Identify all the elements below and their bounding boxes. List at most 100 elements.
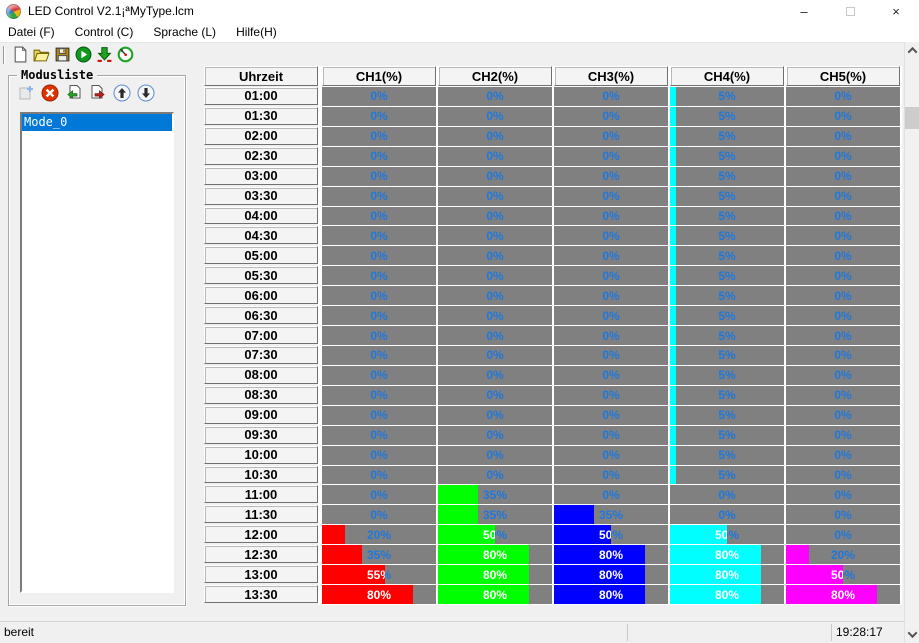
- channel-cell[interactable]: 0% 0%: [554, 226, 668, 246]
- channel-cell[interactable]: 0% 0%: [554, 465, 668, 485]
- channel-cell[interactable]: 5% 5%: [670, 126, 784, 146]
- channel-cell[interactable]: 0% 0%: [438, 306, 552, 326]
- channel-cell[interactable]: 0% 0%: [322, 87, 436, 106]
- mode-list[interactable]: Mode_0: [20, 112, 174, 593]
- channel-cell[interactable]: 80% 80%: [438, 565, 552, 585]
- channel-cell[interactable]: 0% 0%: [322, 106, 436, 126]
- channel-cell[interactable]: 35% 35%: [322, 545, 436, 565]
- channel-cell[interactable]: 0% 0%: [786, 525, 900, 545]
- channel-cell[interactable]: 0% 0%: [554, 146, 668, 166]
- channel-cell[interactable]: 0% 0%: [670, 505, 784, 525]
- channel-cell[interactable]: 5% 5%: [670, 286, 784, 306]
- channel-cell[interactable]: 0% 0%: [786, 365, 900, 385]
- channel-cell[interactable]: 5% 5%: [670, 206, 784, 226]
- channel-cell[interactable]: 0% 0%: [438, 106, 552, 126]
- channel-cell[interactable]: 0% 0%: [554, 206, 668, 226]
- channel-cell[interactable]: 0% 0%: [438, 385, 552, 405]
- channel-cell[interactable]: 0% 0%: [438, 186, 552, 206]
- channel-cell[interactable]: 0% 0%: [786, 345, 900, 365]
- menu-control[interactable]: Control (C): [74, 25, 134, 39]
- channel-cell[interactable]: 50% 50%: [554, 525, 668, 545]
- channel-cell[interactable]: 0% 0%: [322, 226, 436, 246]
- channel-cell[interactable]: 0% 0%: [322, 365, 436, 385]
- import-mode-button[interactable]: [65, 84, 83, 102]
- channel-cell[interactable]: 0% 0%: [322, 385, 436, 405]
- channel-cell[interactable]: 0% 0%: [438, 445, 552, 465]
- channel-cell[interactable]: 5% 5%: [670, 266, 784, 286]
- channel-cell[interactable]: 0% 0%: [438, 87, 552, 106]
- channel-cell[interactable]: 0% 0%: [554, 326, 668, 345]
- export-mode-button[interactable]: [89, 84, 107, 102]
- channel-cell[interactable]: 5% 5%: [670, 246, 784, 266]
- channel-cell[interactable]: 50% 50%: [438, 525, 552, 545]
- channel-cell[interactable]: 0% 0%: [322, 345, 436, 365]
- channel-cell[interactable]: 0% 0%: [786, 465, 900, 485]
- channel-cell[interactable]: 0% 0%: [786, 126, 900, 146]
- channel-cell[interactable]: 0% 0%: [786, 246, 900, 266]
- channel-cell[interactable]: 80% 80%: [786, 585, 900, 604]
- channel-cell[interactable]: 0% 0%: [554, 485, 668, 505]
- channel-cell[interactable]: 0% 0%: [322, 505, 436, 525]
- channel-cell[interactable]: 35% 35%: [438, 505, 552, 525]
- channel-cell[interactable]: 5% 5%: [670, 146, 784, 166]
- channel-cell[interactable]: 5% 5%: [670, 385, 784, 405]
- channel-cell[interactable]: 0% 0%: [438, 266, 552, 286]
- channel-cell[interactable]: 0% 0%: [322, 425, 436, 445]
- channel-cell[interactable]: 35% 35%: [438, 485, 552, 505]
- channel-cell[interactable]: 5% 5%: [670, 345, 784, 365]
- new-file-button[interactable]: [10, 45, 31, 65]
- channel-cell[interactable]: 0% 0%: [786, 206, 900, 226]
- channel-cell[interactable]: 0% 0%: [786, 166, 900, 186]
- save-file-button[interactable]: [52, 45, 73, 65]
- menu-sprache[interactable]: Sprache (L): [153, 25, 217, 39]
- channel-cell[interactable]: 0% 0%: [786, 385, 900, 405]
- channel-cell[interactable]: 80% 80%: [438, 545, 552, 565]
- channel-cell[interactable]: 0% 0%: [554, 266, 668, 286]
- channel-cell[interactable]: 80% 80%: [554, 585, 668, 604]
- channel-cell[interactable]: 0% 0%: [322, 405, 436, 425]
- channel-cell[interactable]: 0% 0%: [438, 326, 552, 345]
- channel-cell[interactable]: 0% 0%: [786, 485, 900, 505]
- channel-cell[interactable]: 0% 0%: [554, 385, 668, 405]
- channel-cell[interactable]: 55% 55%: [322, 565, 436, 585]
- channel-cell[interactable]: 0% 0%: [322, 146, 436, 166]
- channel-cell[interactable]: 0% 0%: [322, 465, 436, 485]
- channel-cell[interactable]: 0% 0%: [438, 146, 552, 166]
- channel-cell[interactable]: 0% 0%: [786, 146, 900, 166]
- channel-cell[interactable]: 0% 0%: [438, 206, 552, 226]
- channel-cell[interactable]: 0% 0%: [786, 106, 900, 126]
- vertical-scrollbar[interactable]: [904, 42, 919, 643]
- delete-mode-button[interactable]: [41, 84, 59, 102]
- channel-cell[interactable]: 0% 0%: [786, 505, 900, 525]
- channel-cell[interactable]: 20% 20%: [786, 545, 900, 565]
- channel-cell[interactable]: 0% 0%: [554, 345, 668, 365]
- scroll-up-button[interactable]: [905, 42, 919, 59]
- channel-cell[interactable]: 5% 5%: [670, 226, 784, 246]
- channel-cell[interactable]: 0% 0%: [322, 186, 436, 206]
- channel-cell[interactable]: 0% 0%: [438, 286, 552, 306]
- channel-cell[interactable]: 0% 0%: [322, 326, 436, 345]
- channel-cell[interactable]: 80% 80%: [554, 545, 668, 565]
- channel-cell[interactable]: 80% 80%: [670, 545, 784, 565]
- channel-cell[interactable]: 0% 0%: [554, 106, 668, 126]
- move-up-button[interactable]: [113, 84, 131, 102]
- channel-cell[interactable]: 80% 80%: [554, 565, 668, 585]
- add-mode-button[interactable]: [17, 84, 35, 102]
- channel-cell[interactable]: 0% 0%: [322, 246, 436, 266]
- sync-time-button[interactable]: [115, 45, 136, 65]
- channel-cell[interactable]: 0% 0%: [554, 425, 668, 445]
- channel-cell[interactable]: 5% 5%: [670, 326, 784, 345]
- channel-cell[interactable]: 80% 80%: [670, 585, 784, 604]
- maximize-button[interactable]: [827, 0, 873, 22]
- move-down-button[interactable]: [137, 84, 155, 102]
- channel-cell[interactable]: 5% 5%: [670, 166, 784, 186]
- channel-cell[interactable]: 0% 0%: [670, 485, 784, 505]
- channel-cell[interactable]: 0% 0%: [438, 126, 552, 146]
- channel-cell[interactable]: 0% 0%: [786, 186, 900, 206]
- channel-cell[interactable]: 5% 5%: [670, 306, 784, 326]
- channel-cell[interactable]: 0% 0%: [438, 365, 552, 385]
- channel-cell[interactable]: 50% 50%: [786, 565, 900, 585]
- channel-cell[interactable]: 0% 0%: [438, 166, 552, 186]
- channel-cell[interactable]: 0% 0%: [438, 425, 552, 445]
- channel-cell[interactable]: 5% 5%: [670, 405, 784, 425]
